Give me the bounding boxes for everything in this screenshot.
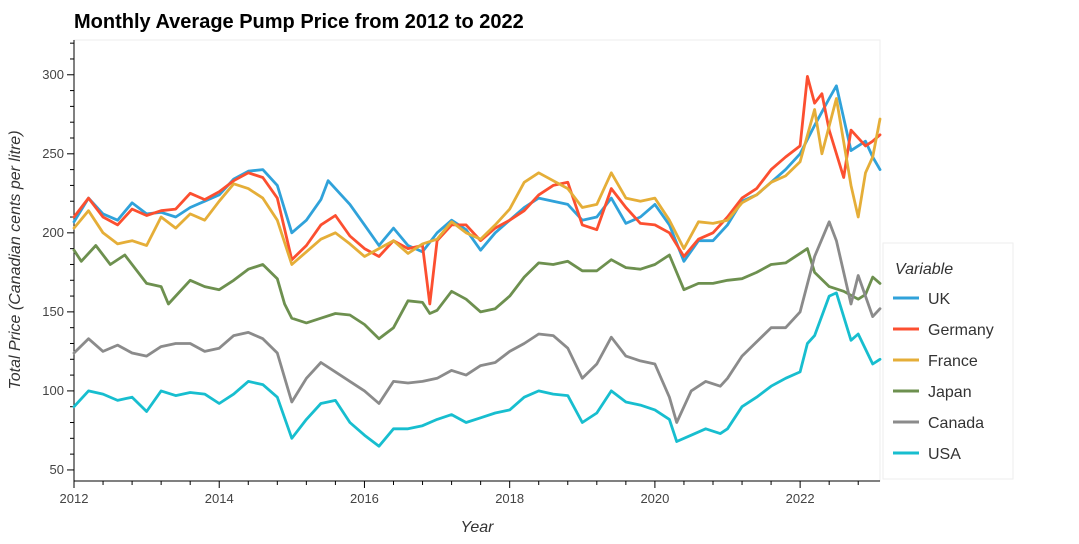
- series-line-japan: [72, 244, 882, 341]
- x-axis: 2012 2014 2016 2018 2020 2022: [60, 480, 880, 506]
- x-axis-title: Year: [461, 519, 495, 536]
- series-layer: [72, 75, 882, 448]
- x-tick-label: 2020: [640, 491, 669, 506]
- y-axis: 50 100 150 200 250 300: [42, 40, 75, 481]
- x-tick-label: 2014: [205, 491, 234, 506]
- x-tick-label: 2016: [350, 491, 379, 506]
- x-tick-label: 2018: [495, 491, 524, 506]
- legend-label-canada: Canada: [928, 415, 984, 432]
- y-tick-label: 300: [42, 67, 64, 82]
- legend-title: Variable: [895, 261, 953, 278]
- x-tick-label: 2012: [60, 491, 89, 506]
- y-tick-label: 100: [42, 383, 64, 398]
- x-tick-label: 2022: [786, 491, 815, 506]
- legend-label-france: France: [928, 353, 978, 370]
- y-tick-label: 150: [42, 304, 64, 319]
- y-tick-label: 50: [50, 462, 64, 477]
- series-line-canada: [72, 220, 882, 424]
- series-line-france: [72, 97, 882, 266]
- y-axis-title: Total Price (Canadian cents per litre): [7, 130, 24, 389]
- legend-items: UK Germany France Japan Canada USA: [893, 291, 994, 463]
- y-tick-label: 200: [42, 225, 64, 240]
- series-line-usa: [72, 291, 882, 448]
- y-tick-label: 250: [42, 146, 64, 161]
- legend-label-japan: Japan: [928, 384, 972, 401]
- legend-label-usa: USA: [928, 446, 961, 463]
- chart-title: Monthly Average Pump Price from 2012 to …: [74, 11, 524, 33]
- legend-label-germany: Germany: [928, 322, 994, 339]
- legend: Variable UK Germany France Japan Canada USA: [882, 242, 1014, 480]
- legend-label-uk: UK: [928, 291, 951, 308]
- series-line-germany: [72, 75, 882, 306]
- plot-frame: [73, 39, 881, 482]
